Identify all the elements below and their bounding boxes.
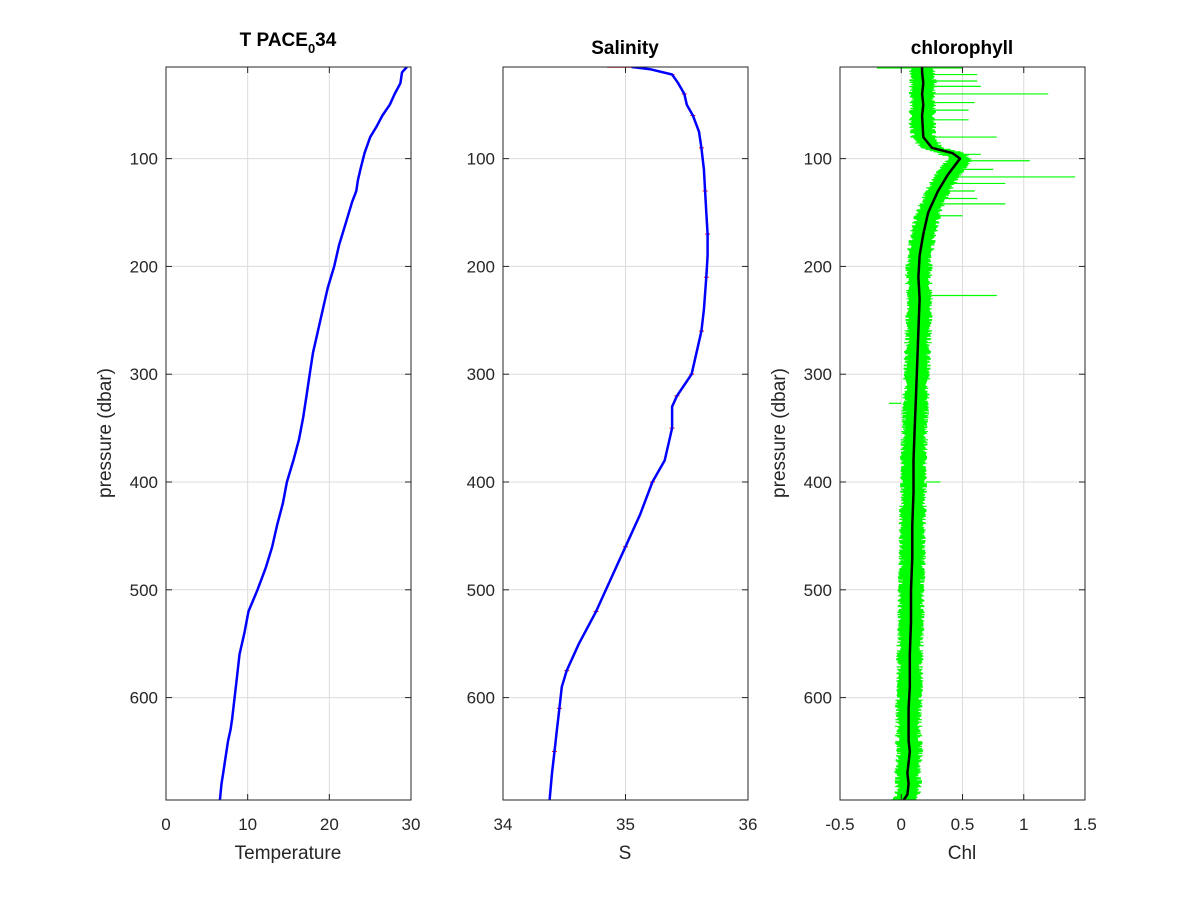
salinity-xtick-label: 35 <box>616 815 635 834</box>
salinity-panel: 34 35 36 100 200 300 400 500 600 Salinity S <box>467 38 758 864</box>
chlorophyll-xlabel: Chl <box>948 843 977 864</box>
temperature-ytick-label: 400 <box>130 473 158 492</box>
chlorophyll-ylabel: pressure (dbar) <box>769 368 790 498</box>
temperature-grid <box>166 67 411 800</box>
salinity-xtick-label: 34 <box>494 815 513 834</box>
temperature-panel: 0 10 20 30 100 200 300 400 500 600 T PACE034 Temp… <box>95 30 420 864</box>
temperature-plot-area <box>218 67 408 800</box>
salinity-plot-area <box>547 67 711 800</box>
chlorophyll-xtick-label: 0.5 <box>951 815 975 834</box>
temperature-ticks: 0 10 20 30 100 200 300 400 500 600 <box>130 67 421 834</box>
salinity-profile-line <box>548 67 709 800</box>
chlorophyll-ytick-label: 200 <box>804 257 832 276</box>
chlorophyll-xtick-label: 0 <box>897 815 906 834</box>
chlorophyll-plot-area <box>876 67 1076 800</box>
salinity-grid <box>503 67 748 800</box>
chlorophyll-marks <box>876 67 1076 800</box>
chlorophyll-ytick-label: 500 <box>804 581 832 600</box>
salinity-marks <box>547 67 711 800</box>
temperature-title: T PACE034 <box>240 30 337 56</box>
chlorophyll-title: chlorophyll <box>911 38 1013 59</box>
salinity-ytick-label: 400 <box>467 473 495 492</box>
salinity-ytick-label: 500 <box>467 581 495 600</box>
temperature-xtick-label: 20 <box>320 815 339 834</box>
temperature-xtick-label: 0 <box>161 815 170 834</box>
salinity-ytick-label: 300 <box>467 365 495 384</box>
chlorophyll-ytick-label: 100 <box>804 150 832 169</box>
chlorophyll-xtick-label: -0.5 <box>825 815 854 834</box>
salinity-ticks: 34 35 36 100 200 300 400 500 600 <box>467 67 758 834</box>
chlorophyll-xtick-label: 1.5 <box>1073 815 1097 834</box>
temperature-marks <box>218 67 408 800</box>
salinity-title: Salinity <box>591 38 659 59</box>
temperature-xtick-label: 10 <box>238 815 257 834</box>
chlorophyll-ticks: -0.5 0 0.5 1 1.5 100 200 300 400 500 600 <box>804 67 1097 834</box>
temperature-ytick-label: 100 <box>130 150 158 169</box>
salinity-raw-line <box>548 67 709 800</box>
chlorophyll-panel: -0.5 0 0.5 1 1.5 100 200 300 400 500 600 chlorophy… <box>769 38 1097 864</box>
temperature-ytick-label: 500 <box>130 581 158 600</box>
temperature-xtick-label: 30 <box>402 815 421 834</box>
salinity-ytick-label: 600 <box>467 689 495 708</box>
chlorophyll-ytick-label: 300 <box>804 365 832 384</box>
temperature-ylabel: pressure (dbar) <box>95 368 116 498</box>
chlorophyll-ytick-label: 600 <box>804 689 832 708</box>
temperature-ytick-label: 300 <box>130 365 158 384</box>
salinity-ytick-label: 100 <box>467 150 495 169</box>
salinity-xtick-label: 36 <box>739 815 758 834</box>
temperature-xlabel: Temperature <box>235 843 342 864</box>
chlorophyll-xtick-label: 1 <box>1019 815 1028 834</box>
temperature-profile-line <box>218 67 408 800</box>
chlorophyll-mean-line <box>902 67 962 800</box>
temperature-ytick-label: 600 <box>130 689 158 708</box>
temperature-ytick-label: 200 <box>130 257 158 276</box>
chlorophyll-ytick-label: 400 <box>804 473 832 492</box>
temperature-axes-box <box>165 66 412 801</box>
salinity-ytick-label: 200 <box>467 257 495 276</box>
salinity-xlabel: S <box>619 843 632 864</box>
